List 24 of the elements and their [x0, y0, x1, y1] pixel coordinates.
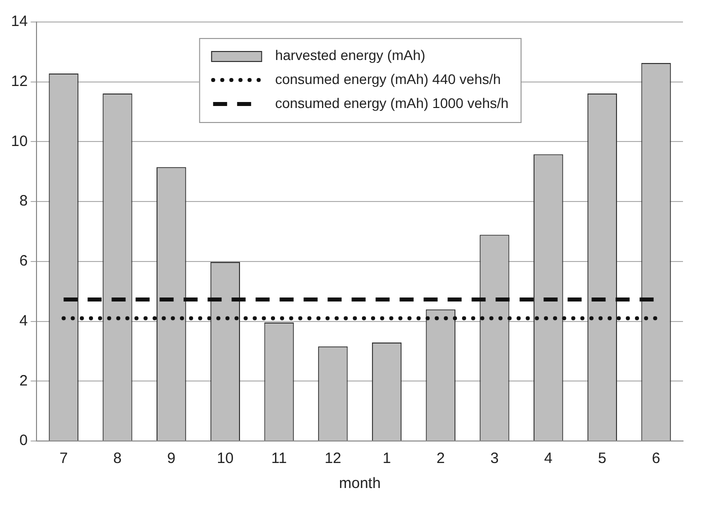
y-tick-label: 10	[10, 132, 28, 150]
y-tick-label: 2	[19, 372, 28, 390]
x-tick-label: 9	[167, 450, 176, 468]
legend-label: harvested energy (mAh)	[275, 46, 426, 63]
x-axis-title: month	[338, 475, 381, 492]
x-tick-label: 10	[216, 450, 234, 468]
y-tick-label: 6	[19, 252, 28, 270]
x-tick-label: 2	[436, 450, 445, 468]
y-tick-label: 8	[19, 192, 28, 210]
x-tick-label: 1	[382, 450, 391, 468]
legend-label: consumed energy (mAh) 1000 vehs/h	[275, 94, 509, 111]
y-tick-label: 4	[19, 312, 28, 330]
x-tick-label: 12	[324, 450, 342, 468]
legend-label: consumed energy (mAh) 440 vehs/h	[275, 70, 501, 87]
y-tick-label: 14	[10, 13, 28, 30]
y-tick-label: 12	[10, 73, 28, 90]
x-tick-label: 6	[652, 450, 660, 468]
y-tick-label: 0	[19, 432, 28, 450]
x-tick-label: 3	[490, 450, 499, 468]
x-tick-label: 4	[544, 450, 553, 468]
x-tick-label: 11	[271, 450, 287, 468]
x-tick-label: 8	[113, 450, 122, 468]
x-tick-label: 5	[598, 450, 606, 468]
x-tick-label: 7	[59, 450, 68, 468]
